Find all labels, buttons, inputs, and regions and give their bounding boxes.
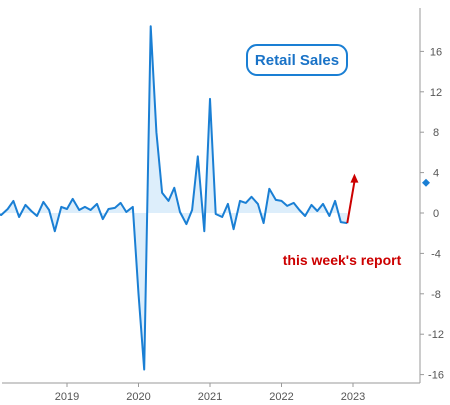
x-tick-label: 2021	[198, 391, 222, 403]
y-tick-label: 0	[433, 208, 439, 220]
x-tick-label: 2023	[341, 391, 365, 403]
y-tick-label: 8	[433, 127, 439, 139]
y-tick-label: -16	[428, 370, 444, 382]
x-tick-label: 2020	[126, 391, 150, 403]
x-tick-label: 2022	[269, 391, 293, 403]
y-tick-label: 12	[430, 87, 442, 99]
annotation-label: this week's report	[283, 252, 402, 268]
y-tick-label: -4	[431, 248, 441, 260]
title-box	[246, 44, 348, 76]
y-tick-label: -12	[428, 329, 444, 341]
y-tick-label: 4	[433, 168, 439, 180]
last-value-marker	[422, 178, 430, 187]
series-area	[0, 26, 348, 370]
y-tick-label: 16	[430, 46, 442, 58]
annotation-arrowhead	[350, 173, 359, 183]
chart-title: Retail Sales	[255, 52, 339, 69]
series-line	[0, 25, 348, 371]
y-tick-label: -8	[431, 289, 441, 301]
annotation-arrow	[346, 181, 356, 224]
x-tick-label: 2019	[55, 391, 79, 403]
